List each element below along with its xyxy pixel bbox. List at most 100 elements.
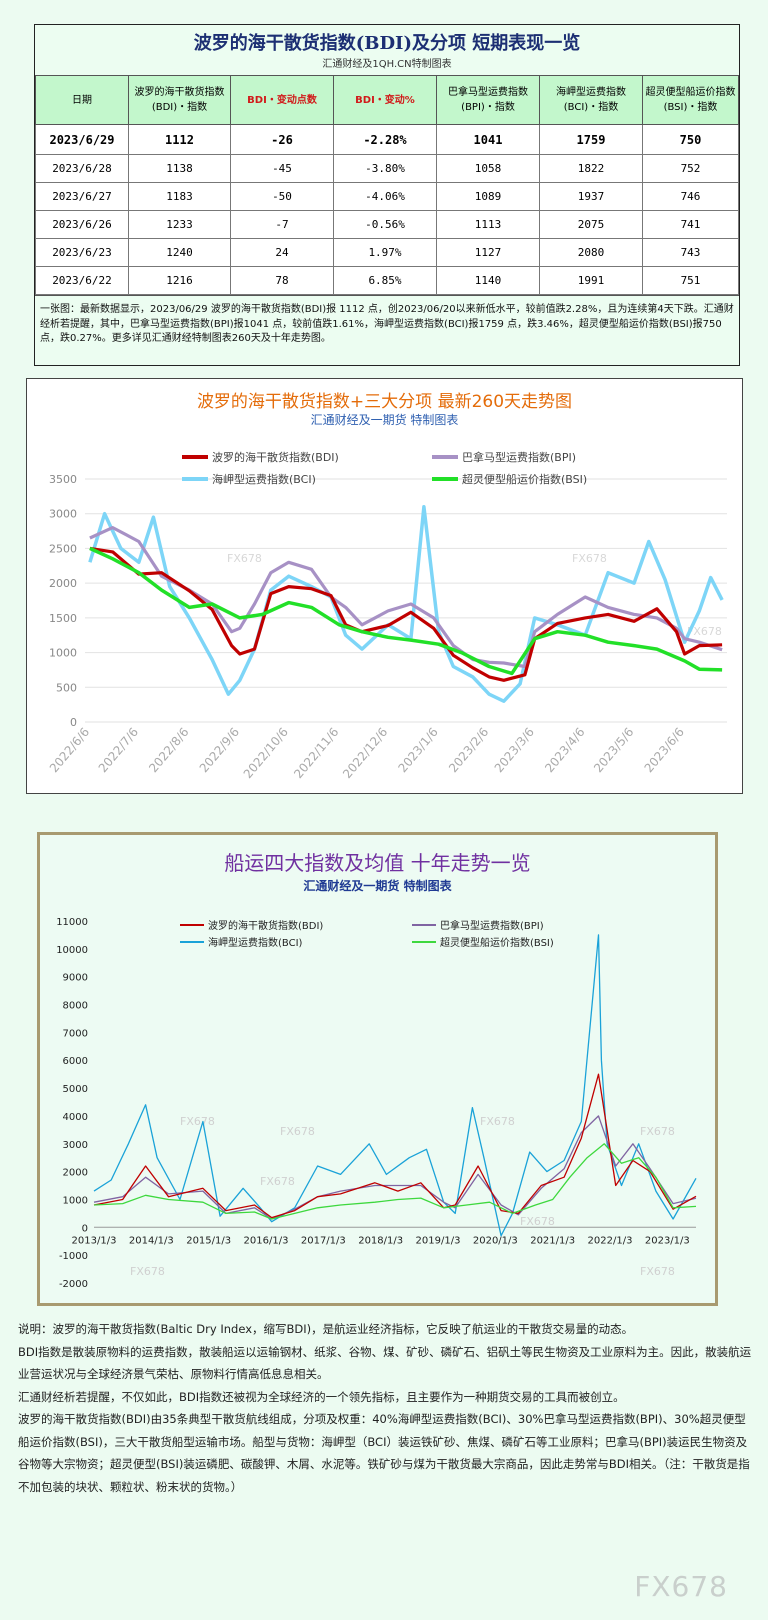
table-cell: 1233 <box>128 210 231 239</box>
table-cell: 2075 <box>539 210 643 239</box>
y-tick-label: 1000 <box>63 1195 88 1206</box>
x-tick-label: 2022/6/6 <box>47 725 92 775</box>
y-tick-label: 10000 <box>56 945 88 956</box>
chart1-subtitle: 汇通财经及一期货 特制图表 <box>310 413 459 427</box>
header-bpi: 巴拿马型运费指数(BPI)・指数 <box>436 75 540 125</box>
table-cell: 1759 <box>539 124 643 155</box>
table-cell: -4.06% <box>333 182 437 211</box>
table-cell: -26 <box>230 124 334 155</box>
y-tick-label: 8000 <box>63 1001 88 1012</box>
table-cell: -2.28% <box>333 124 437 155</box>
y-tick-label: 9000 <box>63 973 88 984</box>
series-line <box>93 1115 697 1220</box>
header-bsi: 超灵便型船运价指数(BSI)・指数 <box>642 75 739 125</box>
header-date: 日期 <box>35 75 129 125</box>
chart-watermark: FX678 <box>260 1175 295 1188</box>
table-cell: 1.97% <box>333 238 437 267</box>
x-tick-label: 2023/2/6 <box>446 725 491 775</box>
table-title: 波罗的海干散货指数(BDI)及分项 短期表现一览 <box>193 33 581 54</box>
chart2-title: 船运四大指数及均值 十年走势一览 <box>224 851 531 875</box>
table-row: 2023/6/28 1138 -45 -3.80% 1058 1822 752 <box>35 154 739 183</box>
x-tick-label: 2015/1/3 <box>186 1235 231 1246</box>
x-tick-label: 2023/4/6 <box>542 725 587 775</box>
y-tick-label: 2000 <box>63 1168 88 1179</box>
y-tick-label: 1000 <box>49 647 77 660</box>
table-cell: -45 <box>230 154 334 183</box>
table-cell: 2023/6/23 <box>35 238 129 267</box>
x-tick-label: 2022/12/6 <box>340 725 390 781</box>
table-cell: 1240 <box>128 238 231 267</box>
table-cell: 78 <box>230 266 334 295</box>
table-cell: 1127 <box>436 238 540 267</box>
table-cell: 6.85% <box>333 266 437 295</box>
chart-watermark: FX678 <box>687 625 722 638</box>
x-tick-label: 2023/6/6 <box>642 725 687 775</box>
x-tick-label: 2013/1/3 <box>72 1235 117 1246</box>
legend-label: 海岬型运费指数(BCI) <box>212 472 316 486</box>
y-tick-label: 3000 <box>49 508 77 521</box>
series-line <box>93 1143 697 1220</box>
y-tick-label: 0 <box>82 1223 88 1234</box>
y-tick-label: 5000 <box>63 1084 88 1095</box>
table-cell: 743 <box>642 238 739 267</box>
x-tick-label: 2014/1/3 <box>129 1235 174 1246</box>
table-cell: 1937 <box>539 182 643 211</box>
x-tick-label: 2023/3/6 <box>492 725 537 775</box>
table-cell: 1216 <box>128 266 231 295</box>
x-tick-label: 2023/1/6 <box>396 725 441 775</box>
series-line <box>89 546 723 682</box>
y-tick-label: 11000 <box>56 917 88 928</box>
legend-label: 超灵便型船运价指数(BSI) <box>440 936 554 949</box>
chart-watermark: FX678 <box>180 1115 215 1128</box>
table-cell: 1822 <box>539 154 643 183</box>
table-row: 2023/6/22 1216 78 6.85% 1140 1991 751 <box>35 266 739 295</box>
x-tick-label: 2022/7/6 <box>96 725 141 775</box>
chart-watermark: FX678 <box>572 552 607 565</box>
table-row: 2023/6/29 1112 -26 -2.28% 1041 1759 750 <box>35 124 739 155</box>
description-para-4: 波罗的海干散货指数(BDI)由35条典型干散货航线组成，分项及权重：40%海岬型… <box>18 1412 750 1494</box>
x-tick-label: 2019/1/3 <box>416 1235 461 1246</box>
chart2-plot: -2000 -1000 0 1000 2000 3000 4000 5000 6000 7000 8… <box>56 917 697 1290</box>
series-line <box>89 546 723 676</box>
x-tick-label: 2016/1/3 <box>244 1235 289 1246</box>
chart-watermark: FX678 <box>640 1265 675 1278</box>
y-tick-label: 6000 <box>63 1056 88 1067</box>
header-bci: 海岬型运费指数(BCI)・指数 <box>539 75 643 125</box>
x-tick-label: 2021/1/3 <box>530 1235 575 1246</box>
chart-watermark: FX678 <box>130 1265 165 1278</box>
table-cell: 2023/6/26 <box>35 210 129 239</box>
description-block: 说明：波罗的海干散货指数(Baltic Dry Index，缩写BDI)，是航运… <box>18 1318 753 1498</box>
legend-label: 波罗的海干散货指数(BDI) <box>208 919 323 932</box>
y-tick-label: 2500 <box>49 542 77 555</box>
chart-watermark: FX678 <box>227 552 262 565</box>
description-para-3: 汇通财经析若提醒，不仅如此，BDI指数还被视为全球经济的一个领先指标，且主要作为… <box>18 1389 625 1404</box>
table-cell: 2023/6/22 <box>35 266 129 295</box>
table-cell: -50 <box>230 182 334 211</box>
y-tick-label: 1500 <box>49 612 77 625</box>
summary-table-panel: 波罗的海干散货指数(BDI)及分项 短期表现一览 汇通财经及1QH.CN特制图表… <box>34 24 740 366</box>
legend-label: 巴拿马型运费指数(BPI) <box>440 919 544 932</box>
table-cell: 1041 <box>436 124 540 155</box>
y-tick-label: 500 <box>56 681 77 694</box>
chart-watermark: FX678 <box>520 1215 555 1228</box>
series-line <box>93 1073 697 1219</box>
y-tick-label: 4000 <box>63 1112 88 1123</box>
chart2-subtitle: 汇通财经及一期货 特制图表 <box>303 879 452 893</box>
table-cell: 750 <box>642 124 739 155</box>
table-cell: 746 <box>642 182 739 211</box>
legend-label: 超灵便型船运价指数(BSI) <box>462 472 587 486</box>
table-cell: 1183 <box>128 182 231 211</box>
legend-label: 海岬型运费指数(BCI) <box>208 936 303 949</box>
chart-watermark: FX678 <box>480 1115 515 1128</box>
table-cell: 1138 <box>128 154 231 183</box>
y-tick-label: 3000 <box>63 1140 88 1151</box>
header-bdi-change-pct: BDI・变动% <box>333 75 437 125</box>
table-cell: 1140 <box>436 266 540 295</box>
x-tick-label: 2022/11/6 <box>291 725 341 781</box>
table-cell: 2080 <box>539 238 643 267</box>
table-cell: 751 <box>642 266 739 295</box>
y-tick-label: -2000 <box>59 1279 88 1290</box>
y-tick-label: 0 <box>70 716 77 729</box>
header-bdi: 波罗的海干散货指数(BDI)・指数 <box>128 75 231 125</box>
